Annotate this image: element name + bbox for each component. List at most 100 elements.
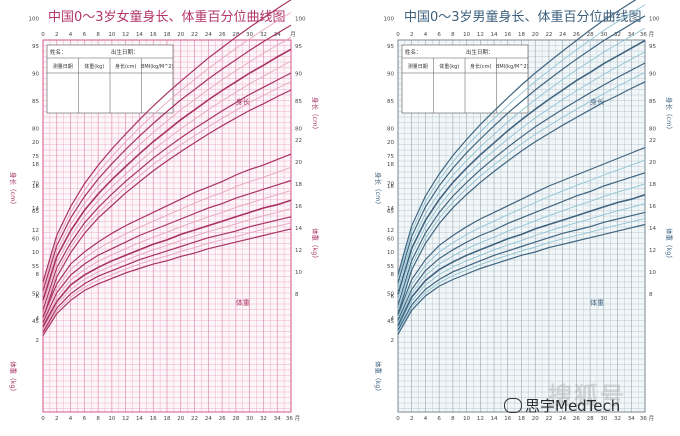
right-weight-tick-label: 8 [649,292,653,298]
right-weight-tick-label: 8 [295,292,299,298]
watermark: 思宇MedTech [504,395,620,416]
length-axis-label: 身长（cm） [374,172,383,208]
x-tick-label-top: 6 [83,32,87,38]
length-tick-label: 100 [29,17,40,23]
length-tick-label: 60 [387,237,394,243]
x-tick-label-bottom: 30 [246,416,253,422]
right-length-axis-label: 身长（cm） [311,97,320,133]
boy-chart-title: 中国0～3岁男童身长、体重百分位曲线图 [404,10,642,25]
weight-tick-label: 20 [32,140,39,146]
x-tick-label-bottom: 2 [55,416,59,422]
weight-intermediate-curve [397,203,646,329]
length-tick-label: 75 [32,154,39,160]
info-header: 体重(kg) [84,63,104,70]
weight-axis-label: 体重（kg） [9,361,18,395]
weight-percentile-curve [42,199,292,328]
right-weight-tick-label: 20 [649,160,656,166]
weight-tick-label: 2 [36,338,40,344]
weight-intermediate-curve [42,189,292,325]
weight-tick-label: 20 [387,140,394,146]
weight-percentile-curve [42,179,292,323]
length-tick-label: 100 [384,17,395,23]
info-name-label: 姓名： [405,48,422,56]
x-tick-label-bottom: 10 [108,416,115,422]
x-end-label-top: 月 [290,31,296,38]
x-tick-label-bottom: 8 [96,416,100,422]
length-percentile-curve [397,0,637,275]
weight-percentile-curve [397,146,646,315]
x-tick-label-top: 20 [177,32,184,38]
right-length-axis-label: 身长（cm） [665,97,674,133]
x-tick-label-bottom: 4 [69,416,73,422]
x-tick-label-bottom: 18 [164,416,171,422]
x-tick-label-bottom: 16 [150,416,157,422]
length-percentile-curve [397,15,646,284]
length-percentile-curve [42,24,292,291]
weight-tick-label: 12 [387,228,394,234]
girl-chart: 姓名： 出生日期：测量日期 体重(kg) 身长(cm) BMI(kg/M^2)00224… [9,0,320,422]
right-length-tick-label: 90 [649,72,656,78]
x-tick-label-bottom: 14 [491,416,498,422]
faint-watermark: 搜狐号 [548,382,626,410]
x-tick-label-top: 34 [274,32,281,38]
right-length-tick-label: 80 [295,127,302,133]
weight-percentile-curve [42,153,292,318]
x-tick-label-top: 0 [396,32,400,38]
length-intermediate-curve [42,12,292,287]
x-tick-label-top: 24 [559,32,566,38]
length-tick-label: 95 [32,44,39,50]
right-length-tick-label: 95 [295,44,302,50]
x-tick-label-top: 32 [260,32,267,38]
weight-tick-label: 16 [32,184,39,190]
right-weight-tick-label: 20 [295,160,302,166]
length-tick-label: 50 [387,292,394,298]
weight-tick-label: 10 [387,250,394,256]
x-tick-label-bottom: 16 [504,416,511,422]
right-weight-tick-label: 22 [295,138,302,144]
right-length-tick-label: 95 [649,44,656,50]
x-tick-label-bottom: 26 [573,416,580,422]
x-tick-label-top: 4 [424,32,428,38]
weight-percentile-curve [397,223,646,335]
right-weight-tick-label: 12 [649,248,656,254]
weight-tick-label: 10 [32,250,39,256]
x-tick-label-top: 22 [545,32,552,38]
right-length-tick-label: 80 [649,127,656,133]
x-tick-label-bottom: 32 [260,416,267,422]
x-tick-label-bottom: 26 [219,416,226,422]
x-tick-label-top: 4 [69,32,73,38]
info-header: 测量日期 [408,63,428,70]
right-weight-tick-label: 14 [295,226,302,232]
right-weight-tick-label: 14 [649,226,656,232]
length-percentile-curve [397,39,646,295]
right-weight-tick-label: 22 [649,138,656,144]
weight-tick-label: 8 [391,272,395,278]
length-tick-label: 65 [32,209,39,215]
right-weight-tick-label: 16 [295,204,302,210]
girl-chart-title: 中国0～3岁女童身长、体重百分位曲线图 [48,10,286,25]
x-tick-label-top: 24 [205,32,212,38]
weight-intermediate-curve [42,208,292,330]
length-intermediate-curve [397,51,646,300]
weight-tick-label: 4 [391,316,395,322]
weight-axis-label: 体重（kg） [374,361,383,395]
x-tick-label-bottom: 34 [274,416,281,422]
length-percentile-curve [397,81,646,315]
length-tick-label: 70 [32,182,39,188]
right-weight-tick-label: 18 [649,182,656,188]
length-intermediate-curve [42,81,292,315]
x-tick-label-top: 16 [150,32,157,38]
info-name-label: 姓名： [50,48,67,56]
length-percentile-curve [42,89,292,319]
length-tick-label: 60 [32,237,39,243]
length-tick-label: 80 [387,127,394,133]
weight-intermediate-curve [397,217,646,333]
length-tick-label: 55 [32,264,39,270]
right-weight-tick-label: 10 [295,270,302,276]
x-tick-label-bottom: 18 [518,416,525,422]
x-tick-label-bottom: 22 [191,416,198,422]
length-percentile-curve [42,48,292,301]
x-tick-label-bottom: 34 [628,416,635,422]
x-tick-label-top: 12 [477,32,484,38]
x-tick-label-top: 26 [573,32,580,38]
